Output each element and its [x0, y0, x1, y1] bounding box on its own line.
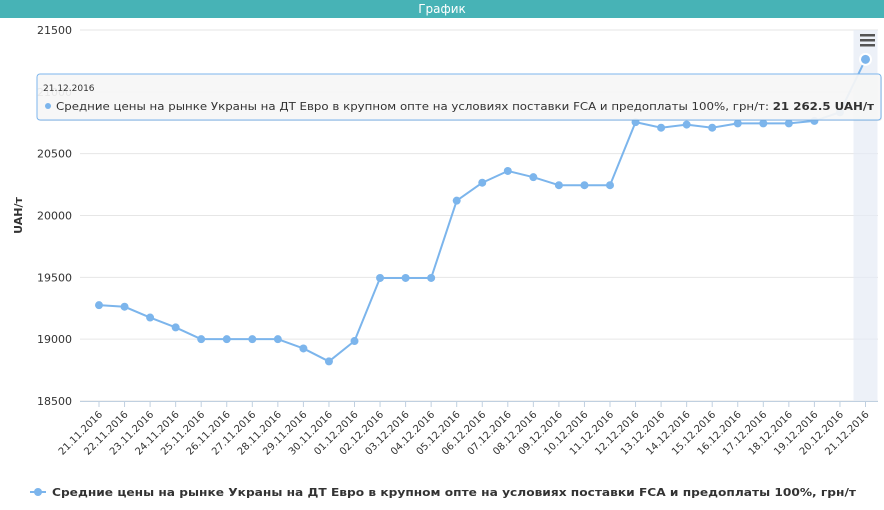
data-point[interactable] — [708, 123, 717, 132]
chart-menu-icon[interactable] — [856, 30, 878, 52]
y-tick-label: 19000 — [37, 333, 72, 346]
y-tick-label: 18500 — [37, 395, 72, 408]
data-point[interactable] — [197, 335, 206, 344]
data-point[interactable] — [580, 181, 589, 190]
data-point[interactable] — [784, 119, 793, 128]
data-point[interactable] — [299, 344, 308, 353]
tooltip-series-dot — [45, 103, 51, 109]
legend-series-label[interactable]: Средние цены на рынке Украны на ДТ Евро … — [52, 486, 857, 499]
chart-window-title: График — [0, 0, 884, 18]
data-point[interactable] — [350, 337, 359, 346]
data-point[interactable] — [376, 273, 385, 282]
data-point[interactable] — [95, 301, 103, 310]
price-line-chart: 18500190001950020000205002100021500 UAH/… — [12, 24, 882, 499]
legend-marker-symbol — [34, 488, 42, 496]
data-point[interactable] — [478, 178, 487, 187]
y-axis-label: UAH/т — [12, 197, 25, 234]
data-point[interactable] — [273, 335, 282, 344]
tooltip-value: 21 262.5 UAH/т — [773, 100, 875, 113]
data-point[interactable] — [427, 273, 436, 282]
tooltip: 21.12.2016 Средние цены на рынке Украны н… — [36, 73, 882, 121]
y-tick-label: 20000 — [37, 210, 72, 223]
data-point[interactable] — [657, 123, 666, 132]
data-point[interactable] — [171, 323, 180, 332]
data-point[interactable] — [324, 357, 333, 366]
legend[interactable]: Средние цены на рынке Украны на ДТ Евро … — [30, 486, 857, 499]
y-tick-label: 21500 — [37, 24, 72, 37]
data-point[interactable] — [733, 119, 742, 128]
data-point[interactable] — [452, 196, 461, 205]
y-tick-label: 19500 — [37, 271, 72, 284]
data-point[interactable] — [222, 335, 231, 344]
tooltip-series-name: Средние цены на рынке Украны на ДТ Евро … — [56, 100, 773, 113]
y-tick-label: 20500 — [37, 148, 72, 161]
data-point[interactable] — [248, 335, 257, 344]
data-point[interactable] — [401, 273, 410, 282]
data-point[interactable] — [529, 173, 538, 182]
data-point[interactable] — [503, 166, 512, 175]
data-point[interactable] — [606, 181, 614, 190]
data-point[interactable] — [146, 313, 155, 322]
tooltip-date: 21.12.2016 — [43, 84, 95, 94]
tooltip-series-line: Средние цены на рынке Украны на ДТ Евро … — [56, 100, 875, 113]
tooltip-box — [36, 73, 882, 121]
data-point[interactable] — [759, 119, 768, 128]
x-axis-ticks: 21.11.201622.11.201623.11.201624.11.2016… — [57, 401, 872, 458]
data-point[interactable] — [554, 181, 563, 190]
data-point[interactable] — [120, 302, 129, 311]
data-point[interactable] — [682, 120, 691, 129]
data-point[interactable] — [859, 52, 872, 66]
